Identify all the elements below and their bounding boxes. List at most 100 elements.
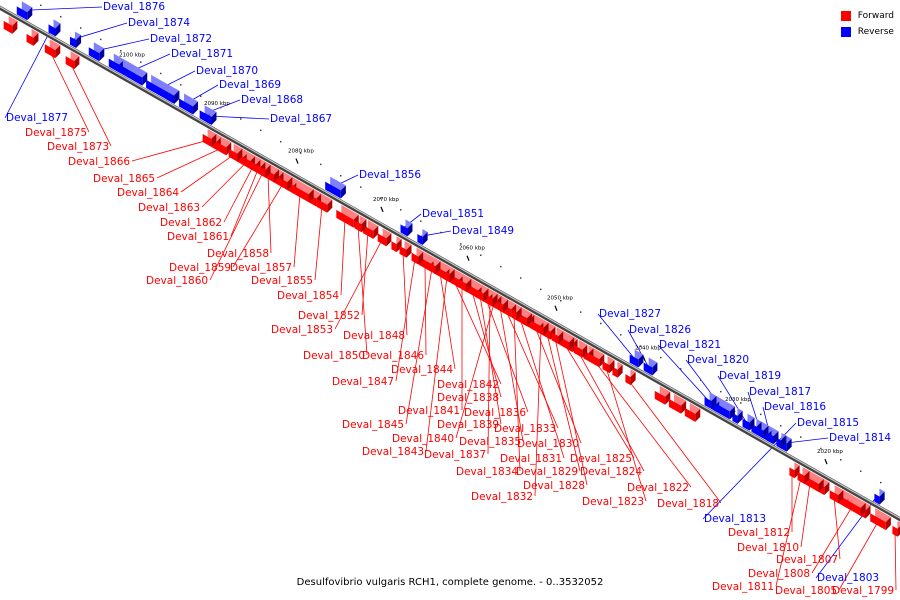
- gene-label-Deval_1850: Deval_1850: [303, 350, 365, 362]
- leader-line: [833, 496, 841, 560]
- leader-line: [209, 172, 264, 281]
- gene-arrow-Deval_1813: [777, 433, 786, 449]
- reverse-swatch: [840, 27, 851, 37]
- gene-label-Deval_1839: Deval_1839: [437, 419, 499, 431]
- gene-label-Deval_1853: Deval_1853: [271, 324, 333, 336]
- leader-line: [156, 148, 222, 179]
- gene-feature: [732, 407, 743, 424]
- gene-label-Deval_1837: Deval_1837: [424, 449, 486, 461]
- gene-label-Deval_1832: Deval_1832: [471, 491, 533, 503]
- gene-feature: [3, 15, 18, 34]
- gene-arrow-Deval_1818: [625, 369, 636, 386]
- gene-label-Deval_1813: Deval_1813: [704, 513, 766, 525]
- gene-feature: [391, 236, 402, 253]
- legend-reverse-label: Reverse: [857, 27, 894, 37]
- leader-line: [293, 193, 301, 268]
- leader-line: [838, 521, 879, 591]
- gene-label-Deval_1814: Deval_1814: [829, 432, 891, 444]
- gene-label-Deval_1819: Deval_1819: [719, 370, 781, 382]
- gene-label-Deval_1835: Deval_1835: [459, 436, 521, 448]
- kbp-tick-label: 2070 kbp: [373, 197, 399, 203]
- leader-line: [485, 298, 529, 413]
- kbp-tick-label: 2060 kbp: [459, 246, 485, 252]
- gene-feature: [26, 28, 39, 46]
- gene-arrow-Deval_1827: [629, 349, 644, 368]
- leader-line: [605, 367, 647, 502]
- leader-line: [49, 51, 90, 133]
- gene-arrow-Deval_1845: [428, 257, 441, 275]
- gene-arrow-Deval_1834: [511, 304, 522, 321]
- gene-label-Deval_1816: Deval_1816: [764, 401, 826, 413]
- gene-feature: [684, 402, 701, 422]
- gene-label-Deval_1805: Deval_1805: [775, 585, 837, 597]
- gene-label-Deval_1868: Deval_1868: [241, 94, 303, 106]
- leader-line: [479, 295, 502, 425]
- leader-line: [627, 379, 722, 504]
- gene-arrow-Deval_1849: [417, 228, 428, 245]
- gene-arrow-Deval_1877: [48, 19, 61, 37]
- kbp-tick-label: 2090 kbp: [204, 101, 230, 107]
- leader-line: [439, 272, 456, 370]
- gene-arrow-Deval_1850: [354, 215, 367, 233]
- leader-line: [597, 313, 635, 359]
- gene-arrow-Deval_1855: [316, 193, 333, 213]
- leader-line: [334, 239, 383, 330]
- gene-arrow-Deval_1859: [278, 172, 293, 191]
- leader-line: [811, 506, 853, 574]
- gene-arrow-Deval_1870: [146, 74, 179, 104]
- leader-line: [657, 344, 709, 401]
- minor-tick-dots: [40, 4, 882, 484]
- gene-arrow-Deval_1807: [829, 485, 844, 504]
- leader-line: [21, 6, 103, 11]
- leader-line: [800, 482, 811, 548]
- leader-line: [69, 62, 112, 147]
- gene-label-Deval_1827: Deval_1827: [599, 308, 661, 320]
- gene-label-Deval_1865: Deval_1865: [93, 173, 155, 185]
- gene-label-Deval_1852: Deval_1852: [298, 310, 360, 322]
- leader-line: [775, 477, 802, 587]
- gene-label-Deval_1836: Deval_1836: [464, 407, 526, 419]
- gene-arrow-Deval_1819: [742, 413, 755, 431]
- gene-arrow-Deval_1826: [643, 357, 658, 376]
- gene-label-Deval_1857: Deval_1857: [230, 262, 292, 274]
- gene-arrow-Deval_1837: [487, 290, 498, 307]
- gene-label-Deval_1842: Deval_1842: [437, 379, 499, 391]
- gene-arrow-Deval_1822: [588, 348, 605, 368]
- leader-line: [894, 531, 897, 591]
- gene-arrow-Deval_1876: [16, 1, 33, 21]
- gene-arrow-Deval_1873: [65, 51, 80, 70]
- leader-line: [201, 162, 247, 208]
- gene-label-Deval_1847: Deval_1847: [332, 376, 394, 388]
- gene-arrow-Deval_1856: [325, 176, 346, 199]
- gene-label-Deval_1876: Deval_1876: [103, 1, 165, 13]
- gene-arrow-Deval_1839: [476, 284, 489, 302]
- gene-label-Deval_1845: Deval_1845: [342, 419, 404, 431]
- leader-line: [425, 276, 448, 452]
- gene-label-Deval_1856: Deval_1856: [359, 169, 421, 181]
- gene-label-Deval_1872: Deval_1872: [150, 33, 212, 45]
- kbp-tick-label: 2050 kbp: [547, 296, 573, 302]
- gene-label-Deval_1860: Deval_1860: [146, 275, 208, 287]
- gene-label-Deval_1874: Deval_1874: [128, 17, 190, 29]
- gene-label-Deval_1840: Deval_1840: [392, 433, 454, 445]
- gene-label-Deval_1873: Deval_1873: [47, 141, 109, 153]
- gene-arrow-Deval_1811: [797, 466, 810, 484]
- gene-arrow-Deval_1852: [362, 219, 379, 239]
- gene-label-Deval_1815: Deval_1815: [797, 417, 859, 429]
- gene-feature: [654, 385, 671, 405]
- gene-arrow-Deval_1841: [457, 273, 472, 292]
- gene-arrow-Deval_1847: [411, 247, 424, 265]
- gene-label-Deval_1849: Deval_1849: [452, 225, 514, 237]
- gene-arrow-Deval_1808: [843, 492, 866, 516]
- leader-line: [314, 205, 323, 281]
- gene-label-Deval_1858: Deval_1858: [207, 248, 269, 260]
- gene-label-Deval_1811: Deval_1811: [712, 581, 774, 593]
- leader-line: [180, 154, 234, 193]
- leader-line: [361, 231, 369, 316]
- gene-label-Deval_1877: Deval_1877: [6, 112, 68, 124]
- gene-label-Deval_1859: Deval_1859: [169, 262, 231, 274]
- leader-line: [357, 226, 368, 356]
- genome-axis: [0, 5, 900, 522]
- gene-label-Deval_1863: Deval_1863: [138, 202, 200, 214]
- gene-arrow-Deval_1843: [444, 266, 455, 283]
